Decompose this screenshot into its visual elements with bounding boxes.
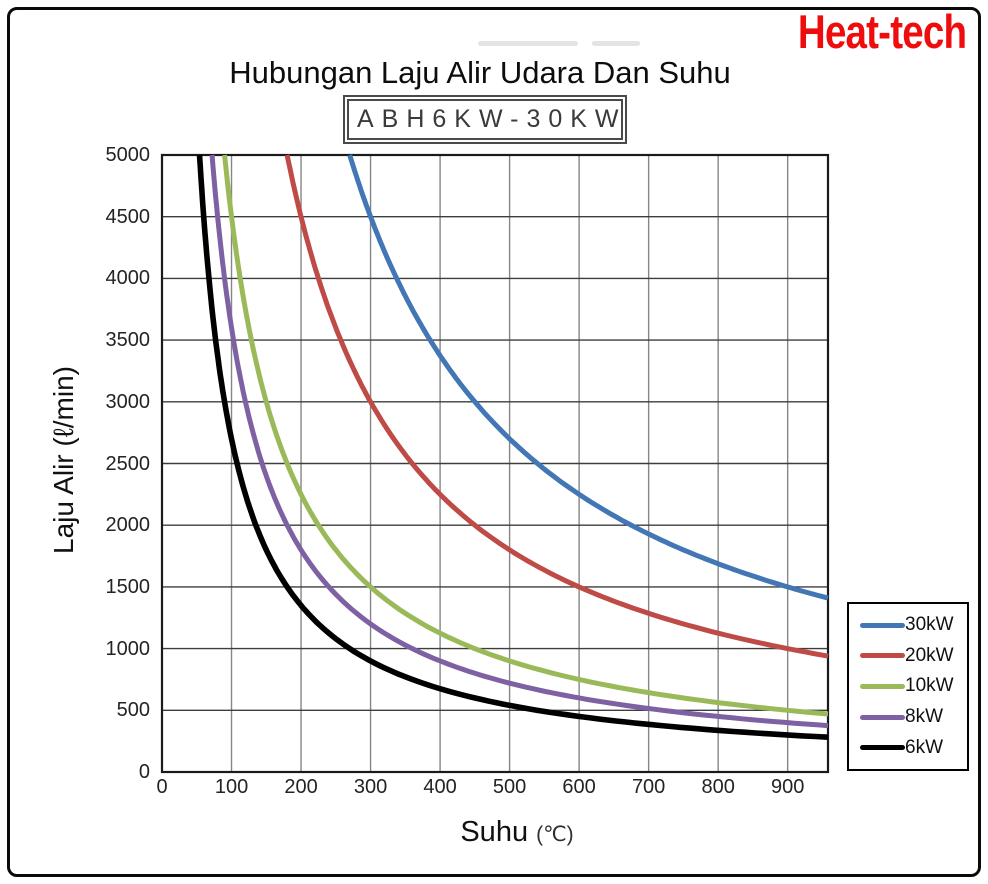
- x-axis-title: Suhu (℃): [317, 816, 717, 849]
- legend-item-6kW: 6kW: [860, 737, 967, 759]
- legend-line-icon: [860, 714, 905, 720]
- y-tick-label-500: 500: [116, 699, 150, 722]
- x-tick-label-300: 300: [353, 776, 388, 798]
- model-range-box: ABH6KW-30KW: [343, 95, 627, 144]
- y-tick-label-5000: 5000: [105, 144, 151, 166]
- legend-item-10kW: 10kW: [860, 675, 967, 697]
- legend-label: 10kW: [905, 675, 954, 697]
- x-tick-label-0: 0: [156, 776, 168, 798]
- y-tick-label-2500: 2500: [105, 452, 151, 475]
- x-axis-title-unit: (℃): [536, 823, 574, 846]
- x-tick-label-100: 100: [214, 776, 249, 798]
- legend-item-30kW: 30kW: [860, 614, 967, 636]
- y-tick-label-3000: 3000: [105, 390, 151, 413]
- legend-item-8kW: 8kW: [860, 706, 967, 728]
- legend-label: 30kW: [905, 614, 954, 636]
- curve-10kW: [222, 154, 829, 717]
- legend-label: 8kW: [905, 706, 943, 728]
- faded-text-artifact: [592, 41, 640, 46]
- x-tick-label-400: 400: [423, 776, 457, 798]
- legend-line-icon: [860, 745, 905, 751]
- chart-title: Hubungan Laju Alir Udara Dan Suhu: [229, 55, 731, 90]
- curve-8kW: [209, 154, 829, 729]
- x-tick-label-900: 900: [770, 776, 805, 798]
- y-tick-label-1500: 1500: [105, 575, 151, 598]
- legend-label: 20kW: [905, 644, 954, 666]
- legend: 30kW 20kW 10kW 8kW 6kW: [847, 602, 969, 771]
- legend-line-icon: [860, 653, 905, 659]
- y-tick-label-1000: 1000: [105, 637, 151, 660]
- y-tick-label-3500: 3500: [105, 329, 151, 352]
- x-tick-label-800: 800: [701, 776, 735, 798]
- y-tick-label-4000: 4000: [105, 267, 151, 290]
- x-tick-label-200: 200: [284, 776, 318, 798]
- plot-border: [160, 153, 830, 774]
- legend-label: 6kW: [905, 736, 943, 758]
- y-tick-label-0: 0: [138, 761, 150, 783]
- x-tick-label-500: 500: [492, 776, 527, 798]
- legend-line-icon: [860, 622, 905, 628]
- faded-text-artifact: [478, 41, 578, 46]
- legend-item-20kW: 20kW: [860, 645, 967, 667]
- heat-tech-logo: Heat-tech: [797, 5, 967, 58]
- legend-line-icon: [860, 683, 905, 689]
- model-range-label: ABH6KW-30KW: [347, 99, 623, 140]
- x-tick-label-600: 600: [562, 776, 596, 798]
- curve-30kW: [347, 154, 829, 601]
- curve-6kW: [196, 154, 829, 740]
- x-axis-title-text: Suhu: [460, 816, 529, 848]
- y-tick-label-4500: 4500: [105, 205, 151, 228]
- curve-20kW: [284, 154, 829, 659]
- y-tick-label-2000: 2000: [105, 514, 151, 537]
- x-tick-label-700: 700: [631, 776, 666, 798]
